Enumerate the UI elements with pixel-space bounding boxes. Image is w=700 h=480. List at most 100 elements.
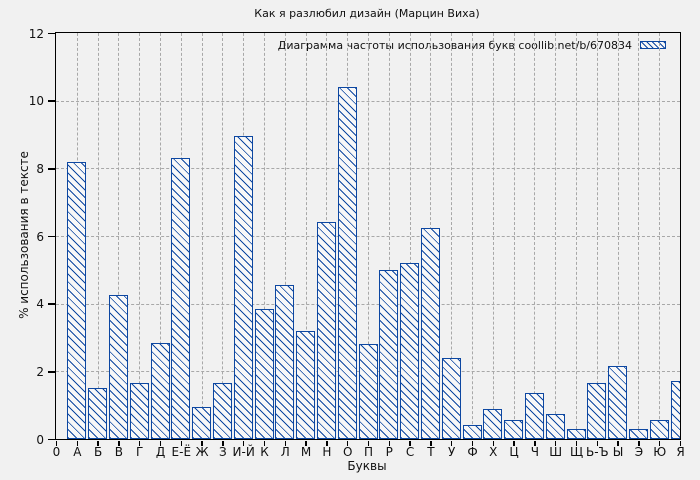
- v-gridline-У: [451, 33, 453, 439]
- v-gridline-Щ: [576, 33, 577, 439]
- x-tick-label-Е-Ё: Е-Ё: [171, 445, 192, 459]
- bar-Е-Ё: [171, 158, 191, 439]
- x-tick-mark-21: [492, 441, 495, 446]
- x-tick-mark-1: [76, 441, 79, 446]
- x-tick-label-Х: Х: [489, 445, 498, 459]
- v-gridline-Ф: [472, 33, 473, 439]
- bar-Р: [379, 269, 399, 439]
- bar-З: [212, 383, 232, 439]
- x-tick-mark-4: [138, 441, 141, 446]
- y-tick-mark-0: [48, 438, 55, 441]
- y-tick-label-10: 10: [28, 94, 44, 109]
- x-tick-mark-13: [326, 441, 328, 446]
- x-tick-mark-26: [596, 441, 599, 446]
- legend-label: Диаграмма частоты использования букв coo…: [277, 38, 632, 52]
- x-tick-label-В: В: [114, 445, 124, 459]
- x-axis-label: Буквы: [347, 459, 387, 473]
- bar-Л: [275, 285, 295, 439]
- x-tick-mark-5: [159, 441, 162, 446]
- x-tick-mark-22: [513, 441, 515, 446]
- x-tick-label-А: А: [73, 445, 82, 459]
- v-gridline-С: [409, 33, 411, 439]
- bar-О: [337, 87, 357, 439]
- v-gridline-Р: [388, 33, 390, 439]
- x-tick-mark-23: [534, 441, 536, 446]
- x-tick-mark-24: [554, 441, 557, 446]
- v-gridline-Э: [638, 33, 640, 439]
- x-tick-label-Ш: Ш: [549, 445, 563, 459]
- y-tick-label-0: 0: [36, 432, 44, 447]
- x-tick-label-Ы: Ы: [612, 445, 624, 459]
- bar-Ц: [504, 420, 524, 439]
- y-tick-label-8: 8: [36, 161, 44, 176]
- x-tick-label-Ь-Ъ: Ь-Ъ: [586, 445, 609, 459]
- bar-Н: [316, 222, 336, 439]
- bar-Ы: [608, 366, 628, 439]
- x-tick-mark-20: [471, 441, 474, 446]
- v-gridline-Ц: [513, 33, 515, 439]
- bar-У: [441, 357, 461, 439]
- y-tick-label-2: 2: [36, 364, 44, 379]
- x-tick-label-Ю: Ю: [653, 445, 667, 459]
- x-tick-label-Б: Б: [93, 445, 103, 459]
- x-tick-label-0: 0: [52, 445, 61, 459]
- x-tick-label-С: С: [405, 445, 415, 459]
- x-tick-label-Ж: Ж: [195, 445, 209, 459]
- bar-Э: [628, 428, 648, 439]
- bar-Б: [88, 388, 108, 439]
- x-tick-label-П: П: [363, 445, 374, 459]
- x-tick-label-Д: Д: [155, 445, 166, 459]
- y-tick-mark-2: [48, 371, 55, 373]
- v-gridline-Ы: [617, 33, 619, 439]
- x-tick-mark-6: [180, 441, 183, 446]
- x-tick-label-Т: Т: [427, 445, 435, 459]
- x-tick-mark-2: [97, 441, 99, 446]
- x-tick-label-Ф: Ф: [467, 445, 478, 459]
- y-tick-label-6: 6: [36, 229, 44, 244]
- x-tick-mark-14: [346, 441, 349, 446]
- bar-Ж: [192, 406, 212, 439]
- x-tick-mark-19: [450, 441, 453, 446]
- x-tick-label-Н: Н: [322, 445, 332, 459]
- x-tick-label-Р: Р: [385, 445, 393, 459]
- x-tick-label-О: О: [342, 445, 353, 459]
- x-tick-label-М: М: [300, 445, 312, 459]
- x-tick-mark-29: [658, 441, 661, 446]
- v-gridline-Ь-Ъ: [596, 33, 598, 439]
- y-tick-mark-8: [48, 168, 55, 170]
- x-tick-mark-16: [388, 441, 391, 446]
- bar-И-Й: [233, 136, 253, 439]
- x-tick-mark-10: [263, 441, 266, 446]
- bar-Ф: [462, 425, 482, 439]
- x-tick-mark-27: [617, 441, 619, 446]
- v-gridline-Ю: [659, 33, 661, 439]
- x-tick-label-Г: Г: [136, 445, 144, 459]
- v-gridline-К: [264, 33, 265, 439]
- v-gridline-Х: [492, 33, 494, 439]
- v-gridline-Г: [139, 33, 141, 439]
- v-gridline-М: [305, 33, 307, 439]
- plot-area: Диаграмма частоты использования букв coo…: [55, 32, 681, 440]
- bar-Ь-Ъ: [587, 383, 607, 439]
- bar-Ш: [545, 413, 565, 439]
- v-gridline-Ч: [534, 33, 536, 439]
- v-gridline-Ш: [555, 33, 557, 439]
- x-tick-label-З: З: [219, 445, 227, 459]
- bar-В: [108, 295, 128, 439]
- legend: Диаграмма частоты использования букв coo…: [278, 37, 666, 53]
- chart-title: Как я разлюбил дизайн (Марцин Виха): [254, 7, 480, 20]
- y-tick-mark-10: [48, 100, 55, 102]
- x-tick-mark-15: [367, 441, 370, 446]
- bar-Г: [129, 383, 149, 439]
- x-tick-label-Щ: Щ: [569, 445, 584, 459]
- v-gridline-Д: [160, 33, 161, 439]
- y-tick-mark-12: [48, 32, 55, 35]
- x-tick-mark-0: [55, 441, 58, 446]
- x-tick-label-Я: Я: [676, 445, 685, 459]
- v-gridline-П: [368, 33, 369, 439]
- x-tick-mark-7: [201, 441, 203, 446]
- bar-Т: [420, 227, 440, 439]
- v-gridline-Л: [284, 33, 286, 439]
- legend-swatch-hatched-bar-icon: [640, 41, 666, 49]
